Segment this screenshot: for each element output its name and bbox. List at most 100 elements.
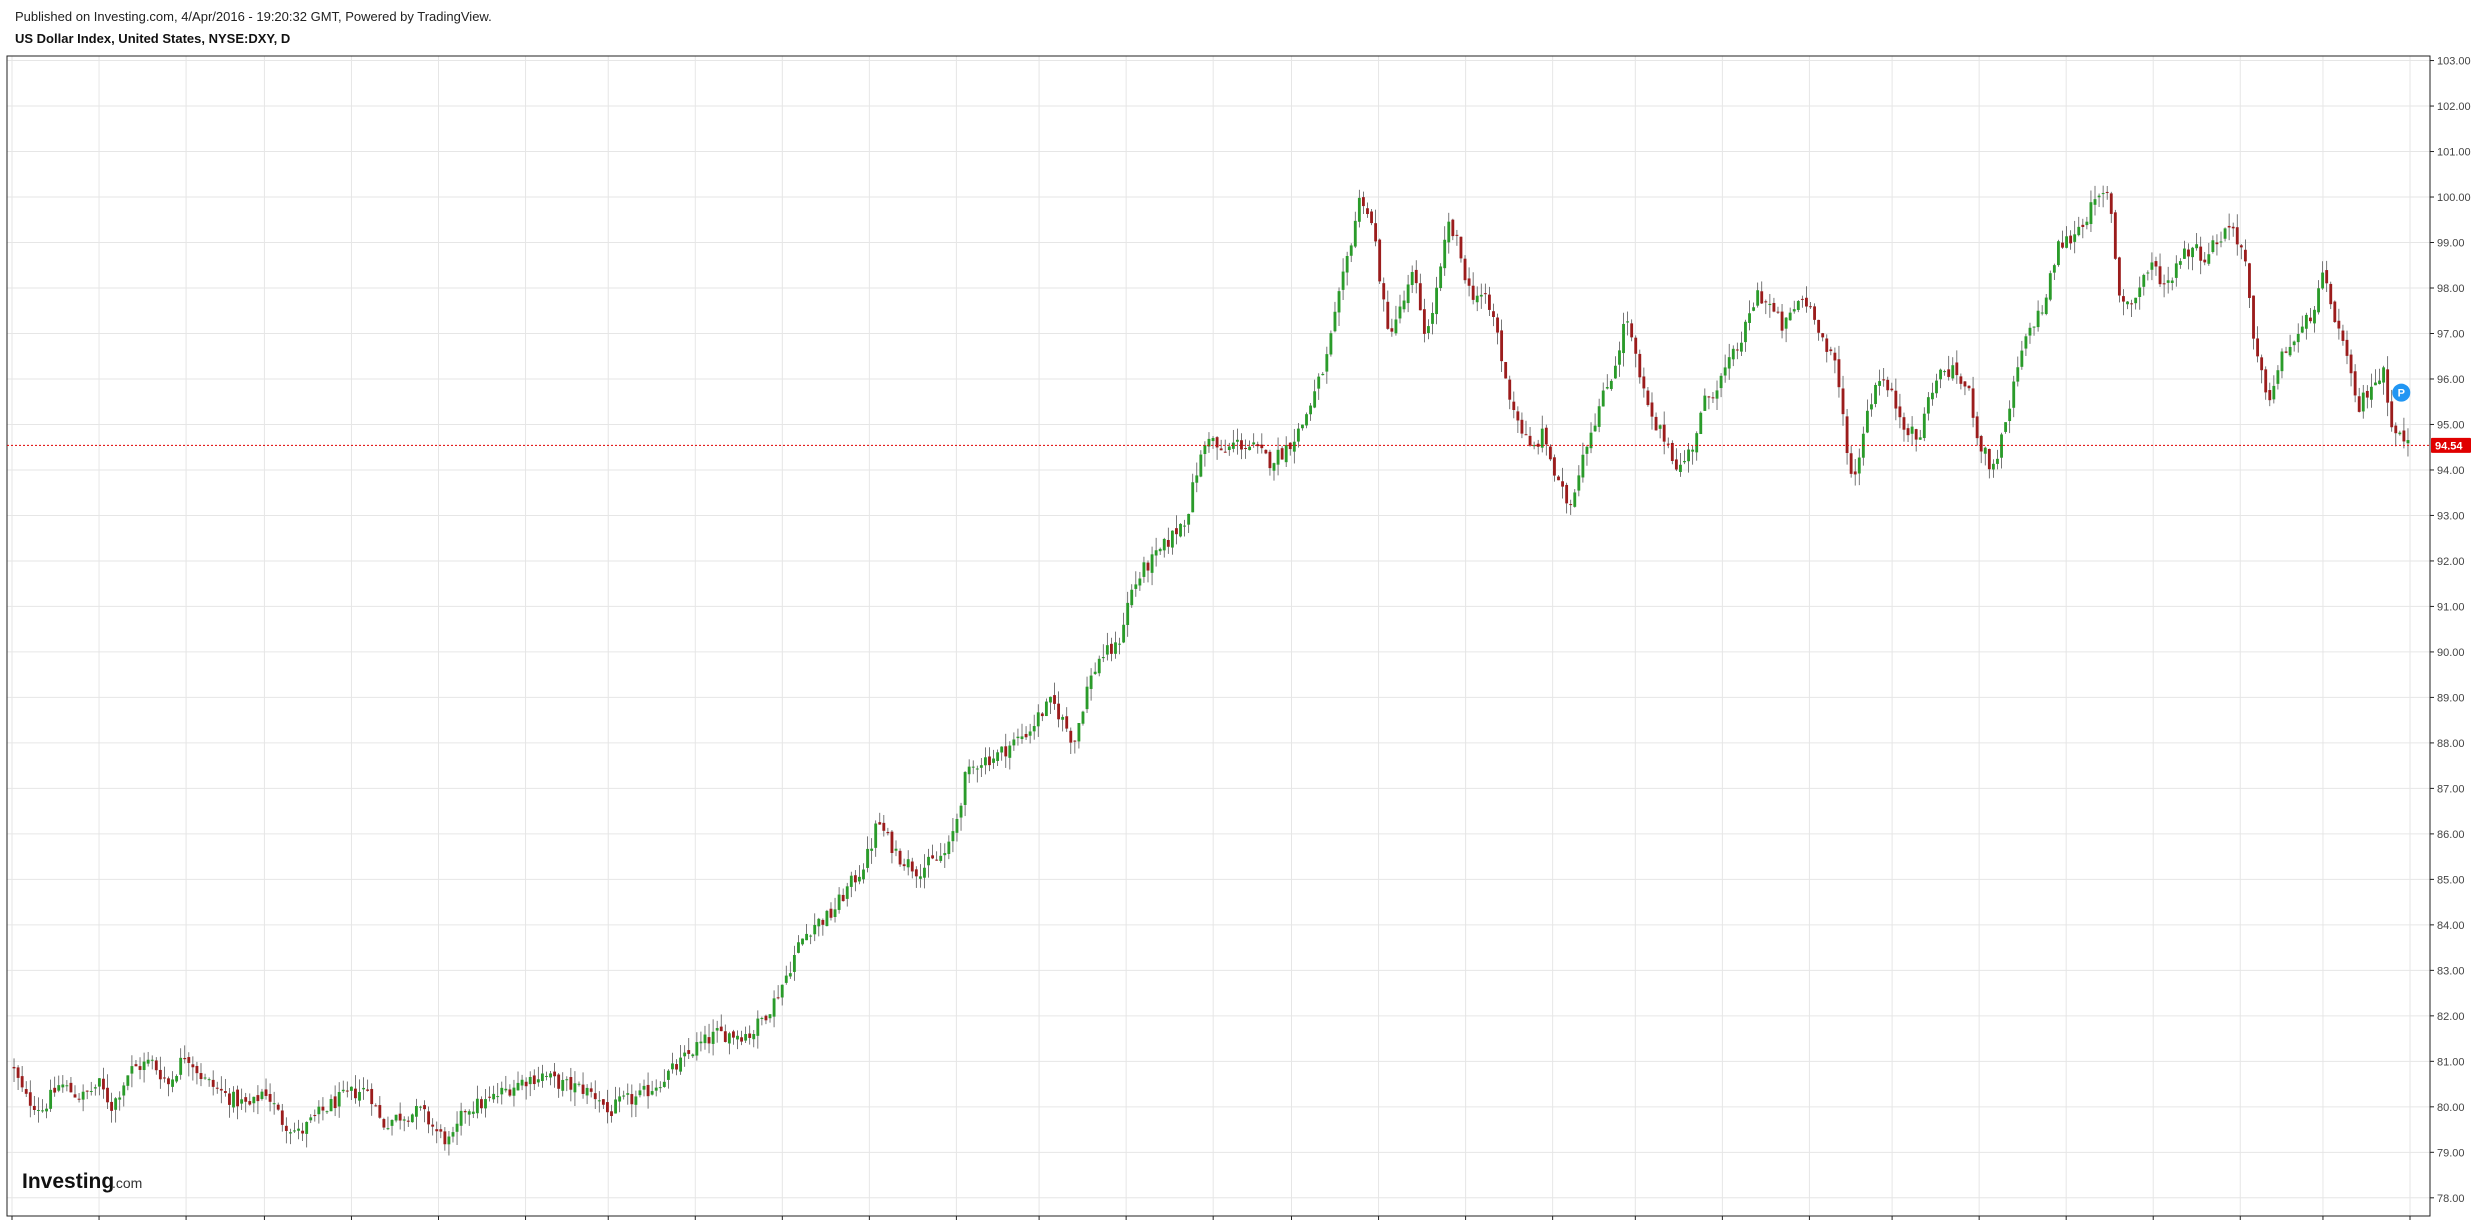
candle-body: [577, 1083, 581, 1085]
candle-body: [1943, 371, 1947, 373]
candle-body: [2349, 354, 2353, 374]
candle-body: [2215, 242, 2219, 245]
candle-body: [1187, 513, 1191, 525]
y-tick-label: 103.00: [2437, 56, 2471, 68]
event-marker-icon[interactable]: P: [2392, 383, 2411, 402]
candle-body: [841, 894, 845, 902]
candle-body: [65, 1085, 69, 1087]
candle-body: [654, 1087, 658, 1091]
candle-body: [589, 1088, 593, 1092]
candle-body: [711, 1031, 715, 1044]
candle-body: [679, 1057, 683, 1072]
candle-body: [309, 1117, 313, 1121]
candle-body: [837, 894, 841, 910]
candle-body: [1353, 220, 1357, 247]
candle-body: [715, 1028, 719, 1031]
candle-body: [130, 1066, 134, 1074]
candle-body: [1630, 323, 1634, 338]
candle-body: [2138, 287, 2142, 297]
candle-body: [1321, 373, 1325, 376]
candle-body: [114, 1098, 118, 1110]
candle-body: [1081, 711, 1085, 724]
candle-body: [671, 1063, 674, 1070]
candle-body: [984, 757, 987, 766]
candle-body: [1020, 736, 1024, 740]
candle-body: [967, 766, 971, 775]
candle-body: [203, 1077, 207, 1079]
candle-body: [1768, 303, 1772, 306]
candle-body: [1280, 448, 1284, 460]
candle-body: [2065, 236, 2068, 248]
candle-body: [293, 1130, 296, 1132]
candle-body: [809, 935, 813, 937]
candle-body: [768, 1014, 772, 1019]
svg-text:94.54: 94.54: [2435, 440, 2463, 452]
candle-body: [963, 772, 967, 805]
candle-body: [2329, 283, 2333, 305]
candle-body: [1882, 379, 1886, 381]
candle-body: [1719, 375, 1723, 389]
candle-body: [1085, 686, 1089, 710]
candle-body: [646, 1084, 650, 1097]
candle-body: [423, 1105, 426, 1110]
candle-body: [390, 1119, 394, 1126]
candle-body: [313, 1115, 317, 1117]
candle-body: [1118, 643, 1121, 645]
candle-body: [41, 1110, 44, 1112]
candle-body: [463, 1111, 467, 1113]
candle-body: [366, 1089, 370, 1091]
candle-body: [1837, 359, 1841, 388]
candle-body: [256, 1095, 260, 1102]
candle-body: [1073, 740, 1077, 742]
candle-body: [1040, 713, 1044, 717]
candle-body: [1183, 525, 1187, 527]
candle-body: [1053, 695, 1056, 704]
candle-body: [569, 1077, 573, 1090]
candle-body: [1000, 746, 1004, 753]
candle-body: [1199, 454, 1203, 477]
candle-body: [1463, 258, 1467, 281]
candle-body: [459, 1110, 463, 1126]
candle-body: [1979, 436, 1983, 452]
candle-body: [971, 766, 975, 768]
candle-body: [1142, 562, 1146, 577]
candle-body: [179, 1057, 183, 1075]
candle-body: [853, 875, 857, 883]
candle-body: [20, 1076, 24, 1088]
candle-body: [1097, 658, 1101, 674]
candle-body: [2195, 244, 2199, 249]
candle-body: [2036, 310, 2040, 328]
grid-lines: [7, 56, 2430, 1216]
candle-body: [1597, 406, 1601, 427]
candle-body: [1805, 297, 1808, 307]
candle-body: [1418, 283, 1422, 311]
candle-body: [1987, 448, 1991, 470]
candle-body: [447, 1136, 451, 1145]
candle-body: [1748, 313, 1751, 323]
candle-body: [882, 822, 886, 831]
y-tick-label: 89.00: [2437, 692, 2465, 704]
candle-body: [1735, 349, 1739, 351]
candle-body: [931, 855, 935, 859]
candle-body: [2044, 297, 2048, 315]
candle-body: [1435, 287, 1438, 315]
candle-body: [228, 1093, 231, 1105]
candle-body: [1512, 401, 1516, 411]
price-axis[interactable]: 78.00 79.00 80.00 81.00 82.00 83.00 84.00 85.00…: [2430, 56, 2471, 1205]
candle-body: [1849, 453, 1853, 474]
investing-logo: Investing .com: [22, 1170, 142, 1193]
candle-body: [1207, 438, 1211, 447]
candle-body: [845, 886, 849, 899]
candle-body: [211, 1079, 215, 1087]
time-axis[interactable]: ec2014FebMarAprMayJunJulAugSepOctNovDec2…: [6, 1216, 2419, 1222]
candle-body: [207, 1079, 211, 1081]
candle-body: [2142, 274, 2146, 287]
candle-body: [545, 1075, 548, 1077]
candle-body: [906, 859, 910, 868]
candle-body: [475, 1098, 479, 1114]
candle-body: [492, 1093, 496, 1100]
candle-body: [2256, 338, 2260, 357]
candle-body: [1902, 417, 1906, 430]
y-tick-label: 87.00: [2437, 783, 2465, 795]
